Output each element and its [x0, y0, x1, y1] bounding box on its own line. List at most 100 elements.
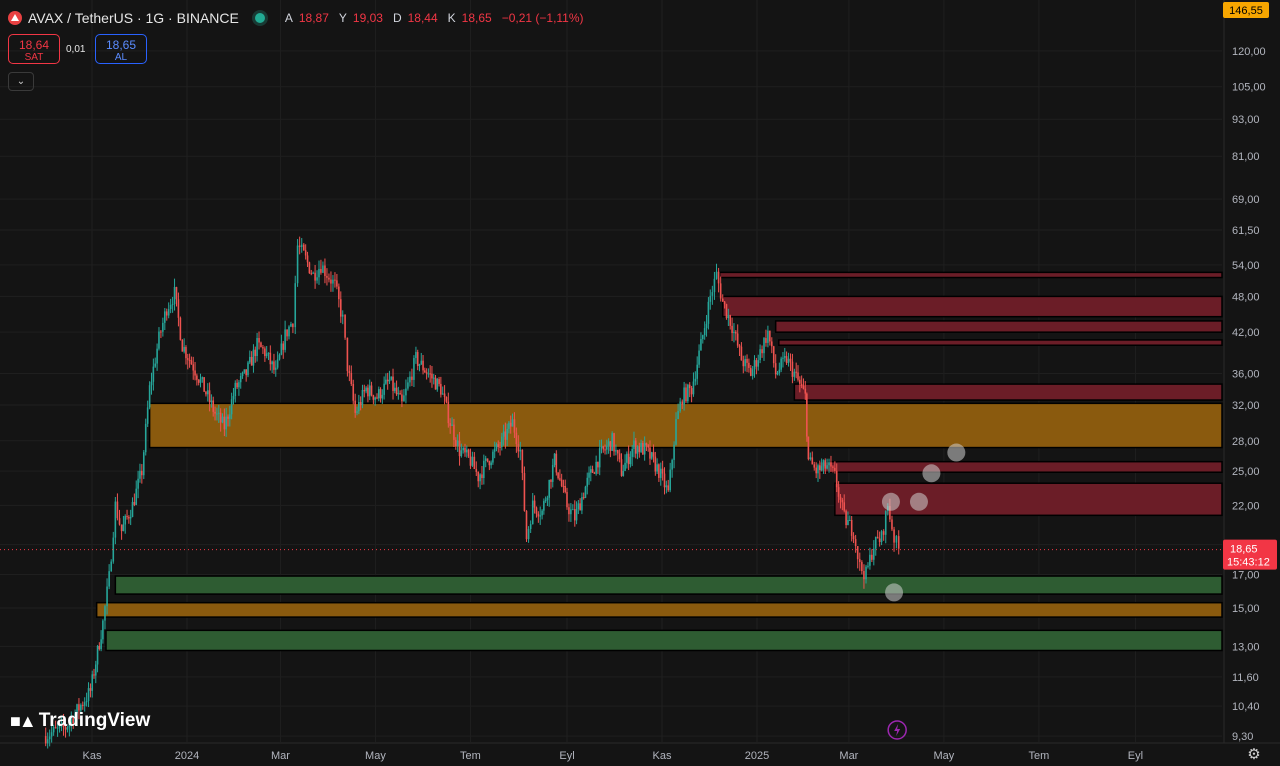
candle-body — [334, 279, 336, 281]
candle-body — [698, 350, 700, 365]
candle-body — [876, 536, 879, 539]
candle-body — [183, 347, 185, 352]
candle-body — [344, 314, 346, 338]
candle-body — [252, 349, 255, 366]
candle-body — [358, 402, 360, 412]
candle-body — [72, 718, 74, 724]
candle-body — [78, 704, 80, 711]
lightning-icon[interactable] — [887, 720, 907, 740]
candle-body — [316, 277, 318, 281]
candle-body — [802, 386, 805, 389]
time-tick-label: Eyl — [559, 750, 574, 762]
price-tick-label: 42,00 — [1232, 327, 1260, 339]
candle-body — [597, 461, 599, 468]
candle-body — [229, 414, 231, 419]
candle-body — [247, 362, 249, 376]
candle-body — [593, 472, 596, 474]
collapse-button[interactable]: ⌄ — [8, 72, 34, 91]
candle-body — [445, 397, 448, 402]
candle-body — [377, 389, 380, 399]
candle-body — [869, 554, 871, 566]
candle-body — [839, 496, 842, 500]
time-axis[interactable]: Kas 2024 Mar May Tem Eyl Kas 2025 Mar May Tem Eyl — [83, 750, 1144, 762]
candle-body — [385, 379, 387, 384]
gear-icon[interactable]: ⚙ — [1247, 746, 1261, 763]
resistance-zone — [778, 339, 1223, 346]
candle-body — [328, 277, 330, 280]
candle-body — [451, 424, 453, 426]
candle-body — [618, 453, 621, 460]
candle-body — [458, 440, 461, 457]
candle-body — [126, 516, 128, 518]
candle-body — [891, 519, 893, 530]
candle-body — [673, 444, 675, 460]
candle-body — [395, 387, 398, 395]
candle-body — [559, 478, 561, 480]
candle-body — [137, 478, 139, 489]
candle-body — [517, 444, 520, 452]
candle-body — [438, 378, 440, 384]
candle-body — [150, 381, 153, 386]
candle-body — [566, 492, 568, 508]
buy-button[interactable]: 18,65 AL — [95, 34, 147, 64]
candle-body — [845, 510, 847, 526]
candle-body — [685, 387, 687, 402]
candle-body — [573, 509, 576, 521]
candle-body — [227, 416, 229, 419]
zone-layer — [95, 271, 1223, 652]
candle-body — [320, 268, 322, 273]
candle-body — [413, 358, 415, 380]
candle-body — [363, 390, 366, 392]
candle-body — [729, 315, 732, 326]
candle-body — [667, 485, 670, 491]
candle-body — [598, 448, 601, 468]
time-tick-label: Tem — [1028, 750, 1049, 762]
close-value: 18,65 — [461, 11, 492, 25]
candle-body — [791, 361, 794, 377]
candle-body — [80, 704, 82, 711]
candle-body — [440, 383, 442, 395]
candle-body — [98, 645, 101, 650]
candle-body — [318, 268, 320, 278]
candle-body — [624, 462, 626, 471]
candle-body — [702, 335, 704, 340]
low-label: D — [392, 11, 402, 25]
candle-body — [238, 382, 240, 388]
candle-body — [620, 459, 623, 476]
candle-body — [793, 371, 796, 377]
candle-body — [849, 519, 851, 521]
candle-body — [852, 535, 855, 540]
candle-body — [425, 372, 428, 374]
candle-body — [177, 299, 180, 318]
candle-body — [146, 407, 149, 424]
candle-body — [609, 441, 612, 451]
candle-body — [590, 469, 592, 473]
top-price-badge — [1223, 2, 1269, 18]
candle-body — [141, 470, 143, 476]
candle-body — [129, 516, 132, 519]
candle-body — [66, 727, 69, 730]
candle-body — [858, 559, 861, 563]
candle-body — [588, 472, 590, 478]
candle-body — [575, 508, 578, 521]
candle-body — [208, 390, 211, 403]
last-price-badge — [1223, 539, 1277, 570]
sell-button[interactable]: 18,64 SAT — [8, 34, 60, 64]
candle-body — [367, 387, 369, 397]
candle-body — [643, 443, 646, 455]
candle-body — [303, 244, 305, 251]
candle-body — [392, 376, 394, 391]
candle-body — [787, 358, 790, 363]
price-tick-label: 28,00 — [1232, 436, 1260, 448]
candle-body — [615, 450, 617, 452]
candle-body — [332, 279, 334, 284]
candle-body — [264, 348, 266, 357]
candle-body — [828, 462, 830, 466]
price-axis[interactable]: 120,00 105,00 93,00 81,00 69,00 61,50 54,00 48,… — [1223, 2, 1277, 743]
price-tick-label: 36,00 — [1232, 368, 1260, 380]
candle-body — [128, 517, 130, 519]
symbol-title[interactable]: AVAX / TetherUS · 1G · BINANCE — [28, 10, 239, 26]
candle-body — [577, 503, 580, 509]
candle-body — [733, 331, 735, 334]
